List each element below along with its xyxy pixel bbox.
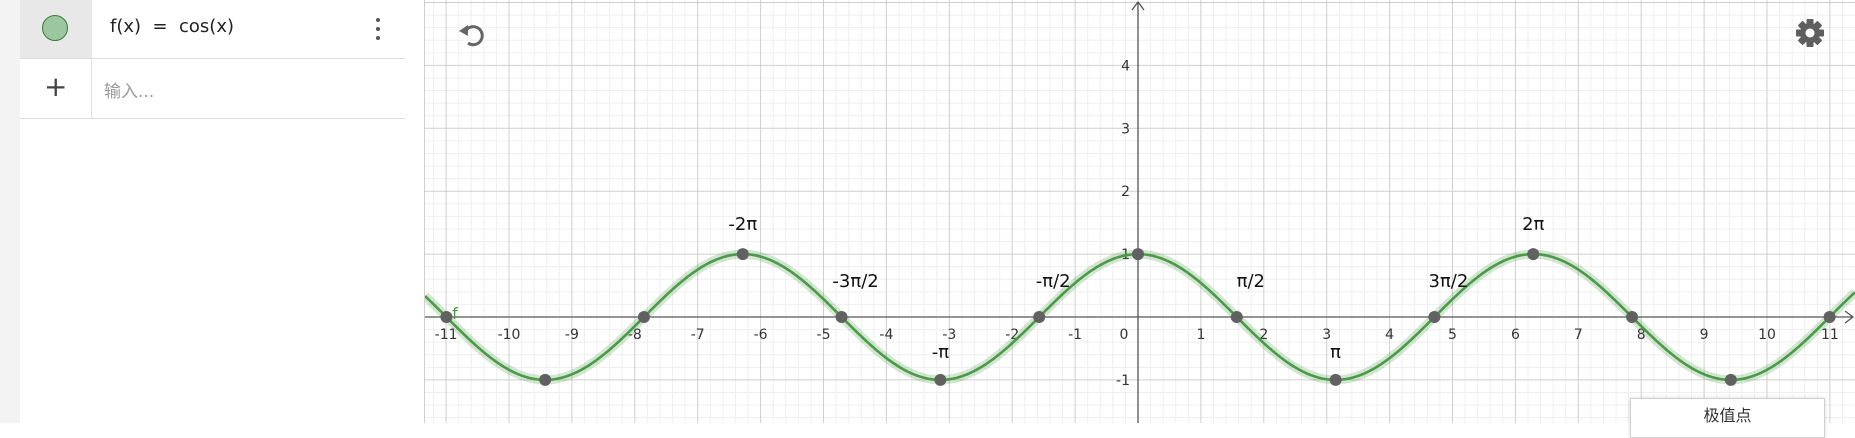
undo-icon[interactable] bbox=[455, 18, 489, 52]
visibility-toggle-cell[interactable] bbox=[20, 0, 92, 58]
y-tick-label: 4 bbox=[1121, 58, 1130, 74]
algebra-input-field[interactable]: 输入... bbox=[104, 82, 155, 102]
special-point-label: 2π bbox=[1522, 214, 1544, 235]
special-point[interactable] bbox=[1329, 373, 1342, 386]
graphics-view[interactable]: -11 -10 -9 -8 -7 -6 -5 -4 -3 -2 -1 0 1 2 3 4 5 6 7 8 9 10 11 -1… bbox=[425, 0, 1855, 438]
x-tick-label: 5 bbox=[1448, 327, 1457, 343]
more-options-icon[interactable] bbox=[372, 16, 384, 42]
y-tick-label: 2 bbox=[1121, 184, 1130, 200]
special-point[interactable] bbox=[1428, 311, 1441, 323]
special-point[interactable] bbox=[934, 373, 947, 386]
special-point[interactable] bbox=[1527, 248, 1540, 261]
special-point[interactable] bbox=[1132, 248, 1144, 261]
x-tick-label: -3 bbox=[942, 327, 956, 343]
x-tick-label: 10 bbox=[1758, 327, 1776, 343]
x-tick-label: -6 bbox=[754, 327, 768, 343]
special-point-label: 3π/2 bbox=[1429, 271, 1469, 292]
graph-canvas[interactable]: -11 -10 -9 -8 -7 -6 -5 -4 -3 -2 -1 0 1 2 3 4 5 6 7 8 9 10 11-1… bbox=[425, 0, 1855, 423]
x-tick-label: -10 bbox=[498, 327, 521, 343]
visibility-marble-icon[interactable] bbox=[42, 15, 68, 41]
add-item-cell[interactable]: + bbox=[20, 59, 92, 118]
x-tick-label: 9 bbox=[1700, 327, 1709, 343]
special-point-label: π/2 bbox=[1237, 271, 1265, 292]
panel-divider[interactable] bbox=[424, 0, 425, 423]
x-tick-label: -1 bbox=[1068, 327, 1082, 343]
x-tick-label: -9 bbox=[565, 327, 579, 343]
y-tick-label: -1 bbox=[1116, 373, 1130, 389]
special-point[interactable] bbox=[440, 311, 453, 323]
x-axis-arrow bbox=[1844, 310, 1855, 324]
x-tick-label: 3 bbox=[1322, 327, 1331, 343]
special-point[interactable] bbox=[539, 373, 552, 386]
special-point-label: -2π bbox=[728, 214, 757, 235]
x-tick-label: -5 bbox=[817, 327, 831, 343]
x-tick-label: 6 bbox=[1511, 327, 1520, 343]
special-point-label: -π/2 bbox=[1036, 271, 1071, 292]
special-point[interactable] bbox=[637, 311, 650, 323]
algebra-input-row[interactable]: + 输入... bbox=[20, 59, 405, 119]
algebra-view: f(x) = cos(x) + 输入... bbox=[20, 0, 405, 423]
special-point-label: -π bbox=[932, 342, 949, 363]
x-tick-label: 11 bbox=[1821, 327, 1839, 343]
function-expression[interactable]: f(x) = cos(x) bbox=[110, 16, 234, 37]
special-point-label: -3π/2 bbox=[832, 271, 878, 292]
special-point-label: π bbox=[1330, 342, 1341, 363]
special-point[interactable] bbox=[1626, 311, 1639, 323]
extremum-button[interactable]: 极值点 bbox=[1630, 398, 1825, 438]
x-tick-label: 7 bbox=[1574, 327, 1583, 343]
x-tick-label: -11 bbox=[435, 327, 458, 343]
x-tick-label: -7 bbox=[691, 327, 705, 343]
x-tick-label: 2 bbox=[1259, 327, 1268, 343]
x-tick-label: -4 bbox=[879, 327, 893, 343]
x-tick-label: 0 bbox=[1120, 327, 1129, 343]
x-tick-label: 1 bbox=[1196, 327, 1205, 343]
special-point[interactable] bbox=[1230, 311, 1243, 323]
special-point[interactable] bbox=[1724, 373, 1737, 386]
special-point[interactable] bbox=[1033, 311, 1046, 323]
y-axis-arrow bbox=[1131, 0, 1145, 11]
special-point[interactable] bbox=[835, 311, 848, 323]
algebra-row-f[interactable]: f(x) = cos(x) bbox=[20, 0, 405, 59]
special-point[interactable] bbox=[1823, 311, 1836, 323]
gear-icon[interactable] bbox=[1793, 16, 1827, 50]
x-tick-label: 8 bbox=[1637, 327, 1646, 343]
left-toolbar-strip bbox=[0, 0, 20, 423]
plus-icon[interactable]: + bbox=[44, 70, 68, 103]
special-point[interactable] bbox=[736, 248, 749, 261]
x-tick-label: 4 bbox=[1385, 327, 1394, 343]
y-tick-label: 3 bbox=[1121, 121, 1130, 137]
function-label: f bbox=[452, 304, 458, 323]
